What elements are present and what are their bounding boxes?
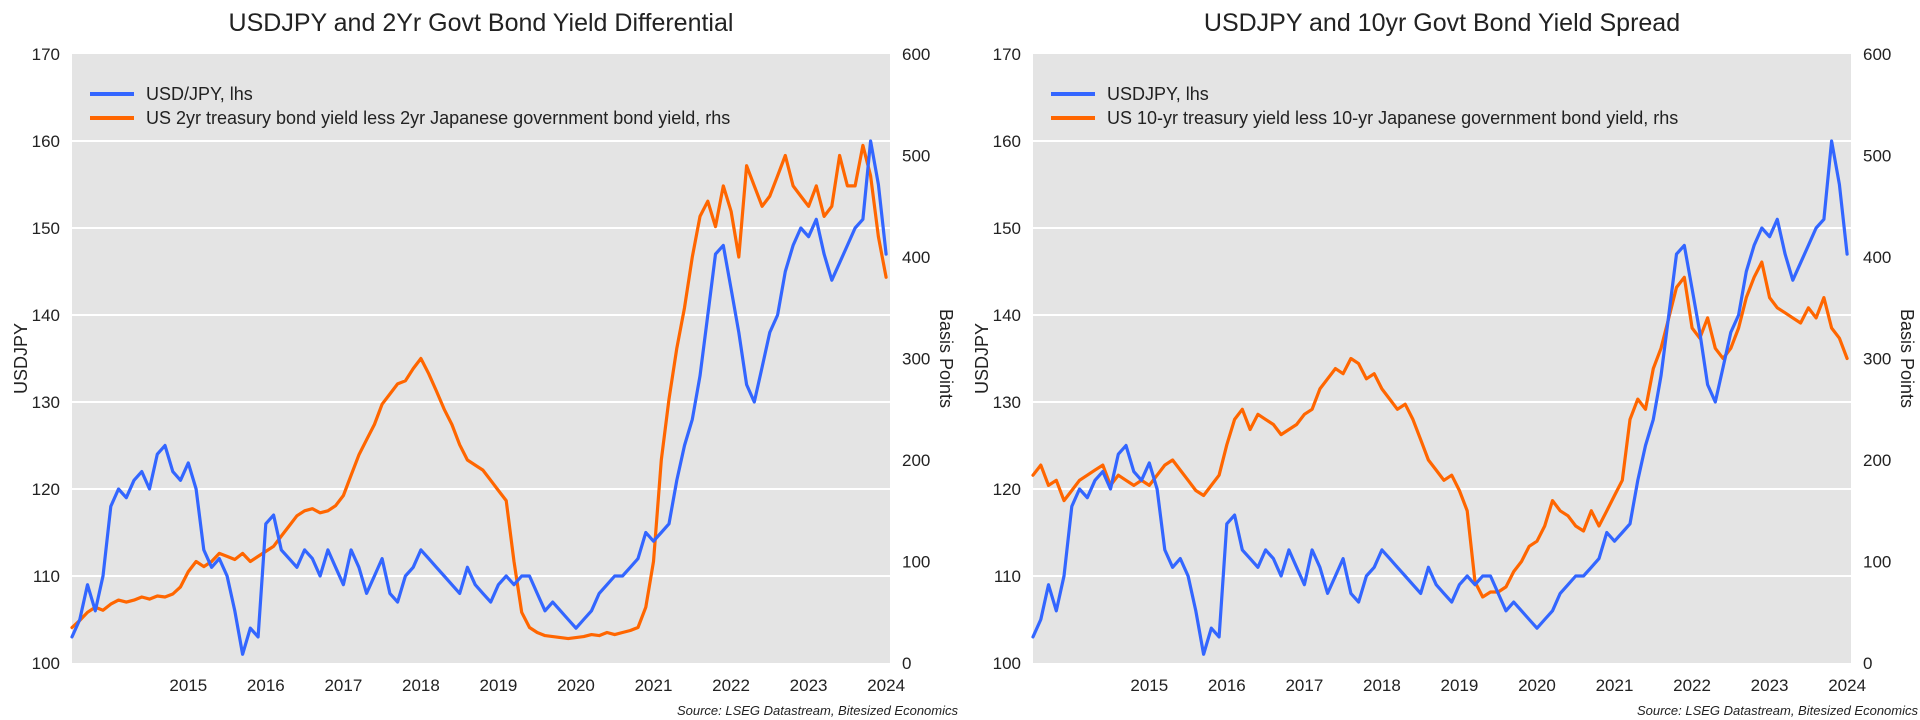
y2-tick-label: 0 (1863, 654, 1872, 673)
x-tick-label: 2018 (1363, 676, 1401, 695)
series-line-1 (70, 139, 888, 656)
y2-axis-label: Basis Points (1897, 309, 1917, 408)
x-tick-label: 2016 (1208, 676, 1246, 695)
y2-tick-label: 300 (902, 350, 930, 369)
y2-tick-label: 400 (1863, 248, 1891, 267)
x-tick-label: 2022 (712, 676, 750, 695)
series-line-1 (1031, 139, 1849, 656)
y2-tick-label: 500 (1863, 147, 1891, 166)
x-tick-label: 2019 (1441, 676, 1479, 695)
y-tick-label: 120 (32, 480, 60, 499)
source-note: Source: LSEG Datastream, Bitesized Econo… (1637, 703, 1919, 718)
x-tick-label: 2024 (1828, 676, 1866, 695)
y-tick-label: 140 (993, 306, 1021, 325)
legend-entry-1: USDJPY, lhs (1107, 84, 1209, 104)
y-tick-label: 160 (32, 132, 60, 151)
y2-tick-label: 600 (1863, 45, 1891, 64)
x-tick-label: 2023 (1751, 676, 1789, 695)
y2-tick-label: 100 (1863, 553, 1891, 572)
y-tick-label: 160 (993, 132, 1021, 151)
y-tick-label: 130 (32, 393, 60, 412)
y-tick-label: 150 (993, 219, 1021, 238)
y-tick-label: 120 (993, 480, 1021, 499)
x-tick-label: 2024 (867, 676, 905, 695)
y-tick-label: 100 (993, 654, 1021, 673)
y-tick-label: 170 (32, 45, 60, 64)
x-tick-label: 2017 (324, 676, 362, 695)
y2-tick-label: 100 (902, 553, 930, 572)
legend-entry-1: USD/JPY, lhs (146, 84, 253, 104)
plot-area (72, 54, 890, 663)
y2-axis-label: Basis Points (936, 309, 956, 408)
y2-tick-label: 400 (902, 248, 930, 267)
y2-tick-label: 0 (902, 654, 911, 673)
y-tick-label: 110 (994, 567, 1021, 586)
y-tick-label: 130 (993, 393, 1021, 412)
y-tick-label: 140 (32, 306, 60, 325)
x-tick-label: 2021 (635, 676, 673, 695)
x-tick-label: 2021 (1596, 676, 1634, 695)
y-tick-label: 110 (33, 567, 60, 586)
plot-area (1033, 54, 1851, 663)
x-tick-label: 2016 (247, 676, 285, 695)
y-axis-label: USDJPY (11, 323, 31, 394)
chart-panel-2: 100 110 120 130 140 150 160 170 0 100 200 300 400 500… (972, 9, 1918, 718)
y-tick-label: 170 (993, 45, 1021, 64)
chart-title: USDJPY and 2Yr Govt Bond Yield Different… (229, 9, 734, 37)
y2-tick-label: 500 (902, 147, 930, 166)
x-tick-label: 2015 (169, 676, 207, 695)
x-tick-label: 2018 (402, 676, 440, 695)
chart-title: USDJPY and 10yr Govt Bond Yield Spread (1204, 9, 1680, 37)
chart-panel-1: 100 110 120 130 140 150 160 170 0 100 200 300 400 500… (11, 9, 958, 718)
source-note: Source: LSEG Datastream, Bitesized Econo… (677, 703, 959, 718)
x-tick-label: 2019 (480, 676, 518, 695)
y-tick-label: 100 (32, 654, 60, 673)
y2-tick-label: 200 (902, 451, 930, 470)
x-tick-label: 2020 (557, 676, 595, 695)
legend-entry-2: US 10-yr treasury yield less 10-yr Japan… (1107, 108, 1678, 128)
x-tick-label: 2023 (790, 676, 828, 695)
x-tick-label: 2017 (1285, 676, 1323, 695)
y-tick-label: 150 (32, 219, 60, 238)
y2-tick-label: 300 (1863, 350, 1891, 369)
y2-tick-label: 600 (902, 45, 930, 64)
legend-entry-2: US 2yr treasury bond yield less 2yr Japa… (146, 108, 730, 128)
x-tick-label: 2015 (1130, 676, 1168, 695)
x-tick-label: 2020 (1518, 676, 1556, 695)
series-line-2 (70, 143, 888, 641)
y-axis-label: USDJPY (972, 323, 992, 394)
series-line-2 (1031, 260, 1849, 599)
y2-tick-label: 200 (1863, 451, 1891, 470)
x-tick-label: 2022 (1673, 676, 1711, 695)
